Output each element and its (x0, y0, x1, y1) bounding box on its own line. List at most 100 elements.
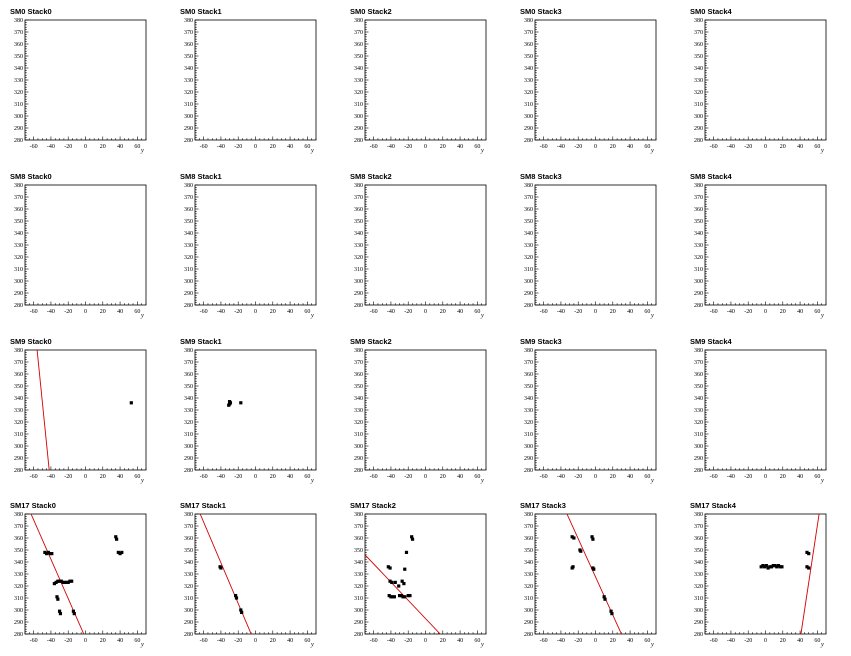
y-tick-label: 370 (184, 195, 193, 201)
x-tick-label: -20 (234, 474, 242, 480)
x-tick-label: 40 (287, 474, 293, 480)
x-tick-label: 60 (814, 474, 820, 480)
y-tick-label: 350 (14, 54, 23, 60)
x-tick-label: 40 (797, 309, 803, 315)
plot-area (365, 535, 441, 634)
x-tick-label: -20 (404, 474, 412, 480)
hit-point (114, 535, 118, 539)
y-tick-label: 290 (354, 291, 363, 297)
panel: SM9 Stack4 280 290 300 310 320 330 340 350 360 370… (690, 337, 827, 484)
plot-frame (194, 184, 317, 306)
x-tick-label: 60 (134, 638, 140, 644)
y-tick-label: 330 (694, 572, 703, 578)
x-tick-label: 0 (594, 474, 597, 480)
x-tick-label: -60 (200, 309, 208, 315)
y-tick-label: 310 (184, 102, 193, 108)
x-tick-label: 60 (134, 309, 140, 315)
x-tick-label: -40 (727, 638, 735, 644)
y-tick-label: 380 (694, 512, 703, 518)
hit-point (56, 597, 60, 601)
x-tick-label: 20 (610, 638, 616, 644)
x-tick-label: -20 (744, 144, 752, 150)
y-tick-label: 370 (524, 524, 533, 530)
y-tick-label: 350 (184, 219, 193, 225)
panel-title: SM9 Stack1 (180, 337, 222, 346)
plot-area (227, 400, 243, 407)
y-tick-label: 370 (524, 30, 533, 36)
y-tick-label: 370 (524, 195, 533, 201)
y-tick-label: 350 (694, 548, 703, 554)
y-tick-label: 370 (184, 360, 193, 366)
x-tick-label: 60 (474, 309, 480, 315)
x-tick-label: -40 (557, 144, 565, 150)
hit-point (234, 594, 238, 598)
y-tick-label: 370 (14, 30, 23, 36)
y-tick-label: 350 (354, 548, 363, 554)
x-tick-label: -60 (30, 309, 38, 315)
hit-point (404, 550, 409, 554)
hit-point (400, 579, 404, 583)
y-tick-label: 340 (184, 231, 193, 237)
x-axis-label: y (650, 477, 654, 484)
y-tick-label: 340 (184, 396, 193, 402)
x-tick-label: 40 (457, 144, 463, 150)
panel: SM0 Stack4 280 290 300 310 320 330 340 350 360 370… (690, 7, 827, 154)
y-tick-label: 280 (354, 303, 363, 309)
y-tick-label: 280 (524, 468, 533, 474)
x-tick-label: 40 (797, 638, 803, 644)
hit-point (52, 582, 56, 586)
x-axis-label: y (310, 477, 314, 484)
y-tick-label: 330 (354, 408, 363, 414)
y-tick-label: 310 (524, 596, 533, 602)
x-tick-label: -20 (404, 638, 412, 644)
x-tick-label: -20 (574, 638, 582, 644)
panel: SM9 Stack2 280 290 300 310 320 330 340 350 360 370… (350, 337, 487, 484)
y-tick-label: 380 (354, 183, 363, 189)
x-axis-label: y (140, 312, 144, 319)
x-tick-label: 40 (117, 309, 123, 315)
hit-point (591, 537, 595, 541)
plot-frame (194, 513, 317, 635)
x-tick-label: -20 (64, 474, 72, 480)
y-tick-label: 280 (694, 468, 703, 474)
hit-point (116, 550, 120, 554)
y-tick-label: 290 (14, 126, 23, 132)
y-tick-label: 290 (184, 291, 193, 297)
plot-frame (534, 19, 657, 141)
hit-point (759, 565, 763, 569)
y-tick-label: 330 (14, 572, 23, 578)
y-tick-label: 290 (694, 291, 703, 297)
y-tick-label: 330 (14, 243, 23, 249)
x-tick-label: 60 (814, 638, 820, 644)
y-tick-label: 280 (184, 468, 193, 474)
y-tick-label: 320 (524, 255, 533, 261)
y-tick-label: 280 (354, 138, 363, 144)
x-tick-label: -40 (217, 638, 225, 644)
fit-line (36, 350, 50, 470)
y-tick-label: 370 (694, 30, 703, 36)
panel-title: SM9 Stack4 (690, 337, 733, 346)
x-tick-label: 40 (287, 144, 293, 150)
y-tick-label: 280 (354, 468, 363, 474)
x-tick-label: -20 (234, 309, 242, 315)
x-axis-label: y (650, 147, 654, 154)
x-tick-label: 0 (594, 144, 597, 150)
x-tick-label: -40 (557, 474, 565, 480)
hit-point (50, 552, 54, 556)
hit-point (234, 596, 239, 600)
x-tick-label: -60 (200, 474, 208, 480)
y-tick-label: 380 (354, 18, 363, 24)
x-tick-label: 0 (84, 638, 87, 644)
y-tick-label: 330 (184, 243, 193, 249)
y-tick-label: 320 (354, 255, 363, 261)
y-tick-label: 340 (694, 66, 703, 72)
y-tick-label: 360 (184, 372, 193, 378)
hit-point (766, 566, 770, 570)
x-tick-label: -20 (744, 309, 752, 315)
x-tick-label: -40 (217, 144, 225, 150)
y-tick-label: 290 (354, 126, 363, 132)
hit-point (59, 579, 63, 583)
y-tick-label: 360 (524, 42, 533, 48)
x-axis-label: y (650, 641, 654, 648)
hit-point (239, 608, 243, 612)
